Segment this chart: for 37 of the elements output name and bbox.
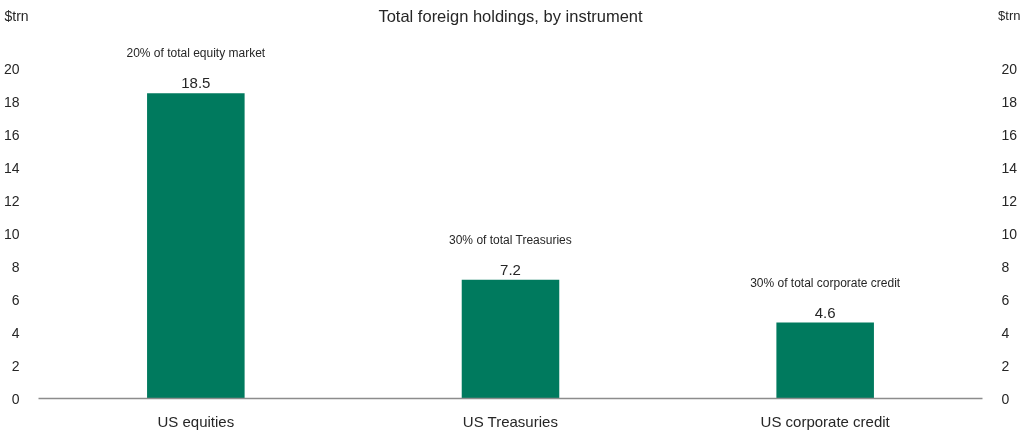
y2-tick-label: 6 xyxy=(1001,291,1010,308)
y-tick-label: 14 xyxy=(3,159,20,176)
data-label: 18.5 xyxy=(181,74,211,92)
text: 20% of total equity market xyxy=(126,46,266,61)
annotation: 30% of total corporate credit xyxy=(750,275,901,290)
y2-tick-label: 20 xyxy=(1001,60,1018,77)
y2-axis-title: $trn xyxy=(998,8,1021,23)
y-tick-label: 2 xyxy=(11,357,20,374)
x-tick-label: US equities xyxy=(157,412,235,430)
y-tick-label: 18 xyxy=(3,93,20,110)
y-tick-label: 12 xyxy=(3,192,20,209)
y2-tick-label: 8 xyxy=(1001,258,1010,275)
y2-tick-label: 14 xyxy=(1001,159,1018,176)
chart-title: Total foreign holdings, by instrument xyxy=(378,6,643,25)
y2-tick-label: 18 xyxy=(1001,93,1018,110)
y2-tick-label: 2 xyxy=(1001,357,1010,374)
data-label: 7.2 xyxy=(500,260,521,278)
y-tick-label: 16 xyxy=(3,126,20,143)
y-tick-label: 0 xyxy=(11,390,20,407)
y-tick-label: 10 xyxy=(3,225,20,242)
y2-tick-label: 0 xyxy=(1001,390,1010,407)
y2-tick-label: 16 xyxy=(1001,126,1018,143)
y-axis-title: $trn xyxy=(4,7,29,24)
y2-tick-label: 10 xyxy=(1001,225,1018,242)
annotation: 30% of total Treasuries xyxy=(449,232,572,247)
bar xyxy=(461,279,560,399)
y2-tick-label: 4 xyxy=(1001,324,1010,341)
y2-tick-label: 12 xyxy=(1001,192,1018,209)
y-tick-label: 4 xyxy=(11,324,20,341)
y-tick-label: 8 xyxy=(11,258,20,275)
y-tick-label: 6 xyxy=(11,291,20,308)
x-tick-label: US corporate credit xyxy=(760,412,891,430)
y-tick-label: 20 xyxy=(3,60,20,77)
data-label: 4.6 xyxy=(814,303,836,321)
bar xyxy=(147,93,245,399)
bar xyxy=(776,322,874,399)
x-tick-label: US Treasuries xyxy=(462,412,558,430)
